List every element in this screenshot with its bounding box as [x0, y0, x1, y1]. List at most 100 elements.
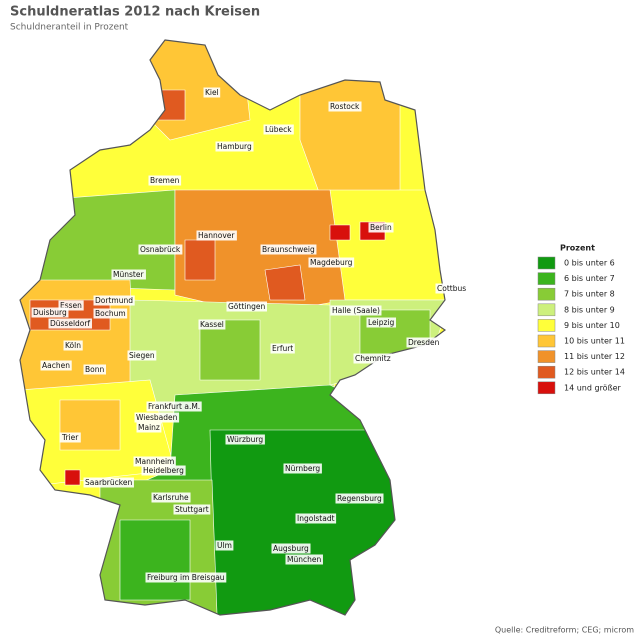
legend-swatch: [537, 319, 556, 332]
city-label: Karlsruhe: [153, 493, 189, 502]
city-label-bg: [59, 432, 81, 443]
city-label: Stuttgart: [175, 505, 209, 514]
city-label: Hannover: [198, 231, 235, 240]
country-outline: [19, 39, 447, 616]
city-label: Mainz: [138, 423, 160, 432]
city-label: Magdeburg: [310, 258, 353, 267]
legend-swatch: [537, 334, 556, 348]
city-label: Ingolstadt: [297, 514, 335, 523]
legend-swatch: [537, 256, 556, 270]
city-label-bg: [366, 317, 397, 328]
city-label-bg: [285, 554, 323, 565]
legend-label: 12 bis unter 14: [564, 368, 625, 377]
city-label: Mannheim: [135, 457, 174, 466]
region: [264, 264, 306, 301]
legend-label: 14 und größer: [564, 383, 622, 392]
city-label-bg: [63, 340, 83, 351]
region: [199, 319, 261, 381]
city-label-bg: [134, 412, 180, 423]
city-label-bg: [141, 465, 186, 476]
region: [64, 469, 81, 486]
legend-label: 0 bis unter 6: [564, 259, 615, 268]
title: Schuldneratlas 2012 nach Kreisen: [10, 5, 260, 20]
legend-label: 9 bis unter 10: [564, 321, 620, 330]
region: [329, 189, 445, 301]
city-label: Heidelberg: [143, 466, 184, 475]
city-label-bg: [196, 230, 237, 241]
city-label: Dresden: [408, 338, 440, 347]
city-label: Dortmund: [95, 296, 133, 305]
city-label: Kiel: [205, 88, 219, 97]
city-label-bg: [335, 493, 384, 504]
city-label-bg: [330, 305, 382, 316]
city-label: Cottbus: [437, 284, 466, 293]
city-label: Regensburg: [337, 494, 382, 503]
city-label: Rostock: [330, 102, 360, 111]
legend-swatch: [537, 287, 556, 301]
city-label: Münster: [113, 270, 144, 279]
city-label-bg: [58, 300, 84, 311]
city-label: Osnabrück: [140, 245, 181, 254]
legend-label: 11 bis unter 12: [564, 352, 625, 361]
city-label: Würzburg: [227, 435, 263, 444]
legend-label: 7 bis unter 8: [564, 290, 615, 299]
region: [139, 40, 251, 141]
region: [149, 89, 186, 121]
city-label-bg: [215, 141, 254, 152]
city-label: Saarbrücken: [85, 478, 132, 487]
city-label: Göttingen: [228, 302, 265, 311]
legend: Prozent 0 bis unter 6 6 bis unter 7 7 bis …: [537, 244, 625, 395]
city-label-bg: [83, 477, 134, 488]
city-label-bg: [271, 543, 311, 554]
city-label-bg: [225, 434, 265, 445]
city-label-bg: [198, 319, 226, 330]
city-label-bg: [435, 283, 468, 294]
city-label-bg: [270, 343, 295, 354]
city-label-bg: [31, 307, 69, 318]
city-label-bg: [83, 364, 106, 375]
city-label-bg: [138, 244, 183, 255]
city-label-bg: [283, 463, 322, 474]
city-label: Wiesbaden: [136, 413, 178, 422]
city-label: Kassel: [200, 320, 224, 329]
city-label-bg: [308, 257, 355, 268]
city-label-bg: [111, 269, 146, 280]
city-label-bg: [48, 318, 92, 329]
city-label-bg: [406, 337, 442, 348]
legend-swatch: [537, 303, 556, 317]
city-label: Siegen: [129, 351, 155, 360]
region: [184, 239, 216, 281]
city-label-bg: [93, 308, 128, 319]
city-label-bg: [263, 124, 294, 135]
city-label: Erfurt: [272, 344, 293, 353]
legend-label: 10 bis unter 11: [564, 337, 625, 346]
city-label: Bonn: [85, 365, 104, 374]
legend-swatch: [537, 381, 556, 395]
city-label: Bremen: [150, 176, 180, 185]
legend-swatch: [537, 365, 556, 379]
city-label-bg: [127, 350, 157, 361]
city-label: Braunschweig: [262, 245, 315, 254]
city-label: Aachen: [42, 361, 70, 370]
city-label: Ulm: [217, 541, 232, 550]
legend-label: 8 bis unter 9: [564, 305, 615, 314]
city-label-bg: [148, 175, 182, 186]
city-label-bg: [151, 492, 191, 503]
city-label: Berlin: [370, 223, 392, 232]
legend-title: Prozent: [560, 244, 595, 253]
region: [34, 189, 176, 291]
city-label: Düsseldorf: [50, 319, 90, 328]
city-label: Frankfurt a.M.: [148, 402, 200, 411]
source: Quelle: Creditreform; CEG; microm: [495, 626, 634, 635]
legend-swatch: [537, 272, 556, 285]
city-label: München: [287, 555, 321, 564]
region: [329, 224, 351, 241]
city-label-bg: [368, 222, 394, 233]
region: [119, 519, 191, 601]
city-label: Lübeck: [265, 125, 292, 134]
city-label-bg: [173, 504, 211, 515]
city-label-bg: [328, 101, 362, 112]
city-label: Leipzig: [368, 318, 395, 327]
city-label: Chemnitz: [355, 354, 391, 363]
